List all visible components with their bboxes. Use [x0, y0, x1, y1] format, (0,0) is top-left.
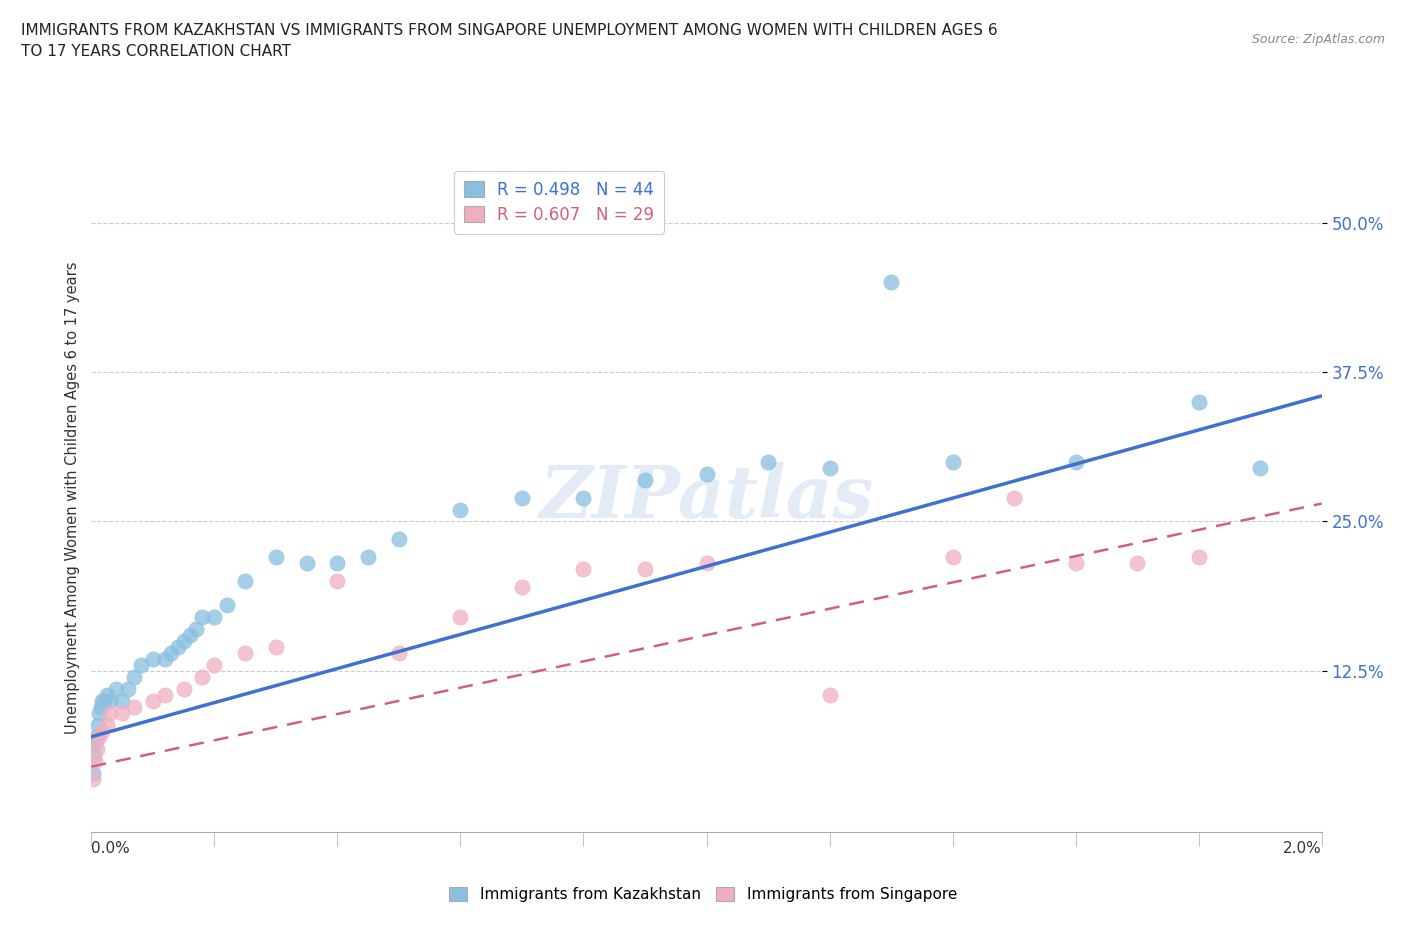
Point — [91, 724, 114, 738]
Point — [142, 694, 165, 709]
Point — [326, 574, 349, 589]
Text: IMMIGRANTS FROM KAZAKHSTAN VS IMMIGRANTS FROM SINGAPORE UNEMPLOYMENT AMONG WOMEN: IMMIGRANTS FROM KAZAKHSTAN VS IMMIGRANTS… — [21, 23, 998, 60]
Point — [941, 550, 963, 565]
Point — [449, 610, 471, 625]
Point — [1064, 556, 1087, 571]
Point — [129, 658, 152, 672]
Point — [153, 652, 177, 667]
Point — [86, 717, 108, 732]
Point — [572, 490, 595, 505]
Point — [818, 687, 841, 702]
Text: 2.0%: 2.0% — [1282, 841, 1322, 856]
Y-axis label: Unemployment Among Women with Children Ages 6 to 17 years: Unemployment Among Women with Children A… — [65, 261, 80, 734]
Point — [264, 640, 287, 655]
Point — [510, 579, 533, 594]
Point — [202, 610, 225, 625]
Point — [91, 694, 114, 709]
Point — [82, 765, 104, 780]
Point — [695, 556, 717, 571]
Point — [941, 454, 963, 469]
Point — [388, 645, 411, 660]
Point — [1064, 454, 1087, 469]
Point — [880, 275, 903, 290]
Point — [173, 633, 195, 648]
Text: ZIPatlas: ZIPatlas — [540, 462, 873, 533]
Point — [695, 466, 717, 481]
Point — [124, 670, 146, 684]
Point — [1187, 550, 1209, 565]
Point — [117, 682, 139, 697]
Point — [86, 741, 108, 756]
Point — [449, 502, 471, 517]
Text: 0.0%: 0.0% — [91, 841, 131, 856]
Point — [264, 550, 287, 565]
Point — [84, 736, 107, 751]
Point — [326, 556, 349, 571]
Point — [1002, 490, 1025, 505]
Point — [111, 694, 134, 709]
Point — [388, 532, 411, 547]
Point — [83, 747, 105, 762]
Point — [86, 729, 108, 744]
Point — [233, 574, 256, 589]
Point — [153, 687, 177, 702]
Point — [166, 640, 188, 655]
Point — [1187, 394, 1209, 409]
Point — [82, 771, 104, 786]
Text: Source: ZipAtlas.com: Source: ZipAtlas.com — [1251, 33, 1385, 46]
Point — [1126, 556, 1149, 571]
Point — [87, 705, 110, 720]
Point — [295, 556, 318, 571]
Point — [233, 645, 256, 660]
Point — [90, 699, 112, 714]
Point — [191, 610, 214, 625]
Point — [96, 717, 118, 732]
Legend: R = 0.498   N = 44, R = 0.607   N = 29: R = 0.498 N = 44, R = 0.607 N = 29 — [454, 171, 664, 233]
Point — [1249, 460, 1271, 475]
Point — [111, 705, 134, 720]
Point — [98, 694, 121, 709]
Point — [89, 729, 111, 744]
Point — [173, 682, 195, 697]
Point — [818, 460, 841, 475]
Point — [634, 472, 657, 487]
Point — [84, 753, 107, 768]
Point — [634, 562, 657, 577]
Point — [93, 694, 115, 709]
Point — [510, 490, 533, 505]
Point — [160, 645, 183, 660]
Point — [98, 705, 121, 720]
Point — [105, 682, 127, 697]
Point — [124, 699, 146, 714]
Legend: Immigrants from Kazakhstan, Immigrants from Singapore: Immigrants from Kazakhstan, Immigrants f… — [443, 881, 963, 909]
Point — [572, 562, 595, 577]
Point — [142, 652, 165, 667]
Point — [215, 598, 238, 613]
Point — [202, 658, 225, 672]
Point — [191, 670, 214, 684]
Point — [756, 454, 779, 469]
Point — [96, 687, 118, 702]
Point — [357, 550, 380, 565]
Point — [179, 628, 201, 643]
Point — [184, 621, 207, 636]
